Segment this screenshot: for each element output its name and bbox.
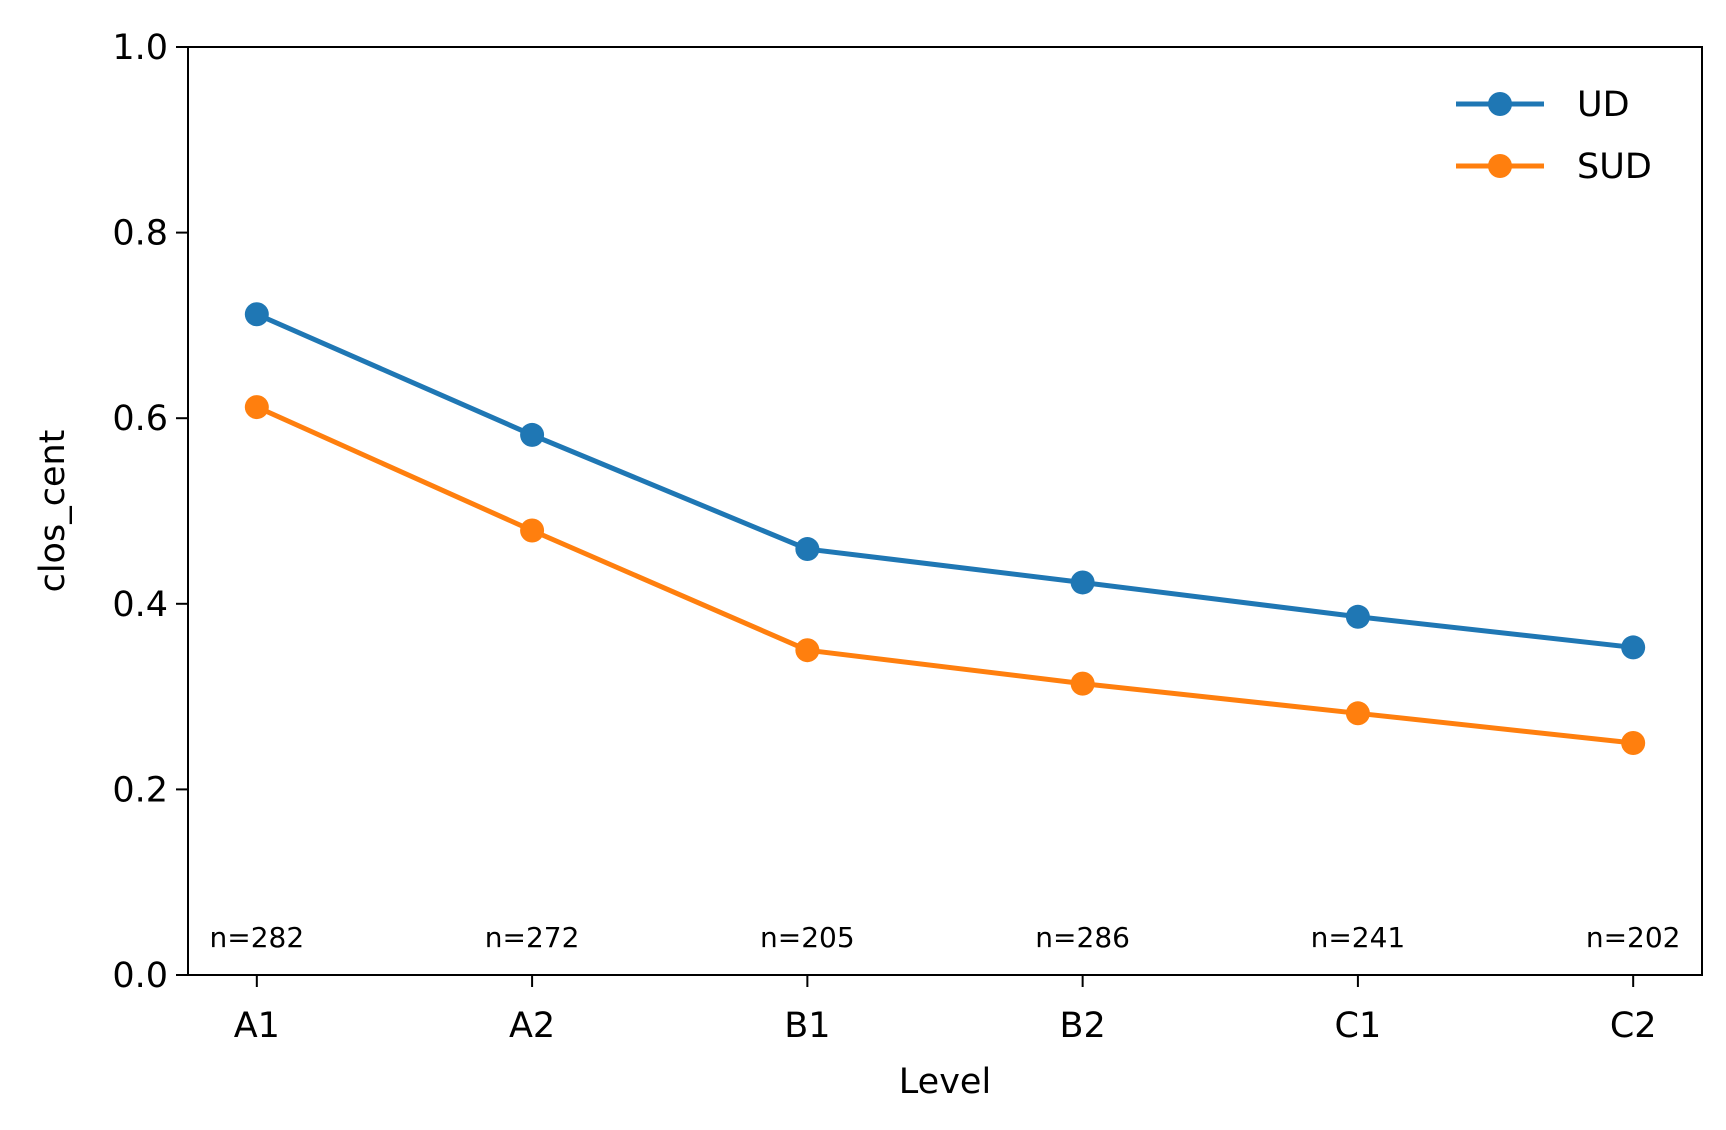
- data-point-ud: [244, 302, 269, 327]
- data-point-sud: [520, 518, 545, 543]
- data-point-ud: [795, 537, 820, 562]
- sample-size-label: n=202: [1586, 921, 1681, 954]
- series-line-ud: [253, 310, 1636, 651]
- legend-marker-sud: [1488, 154, 1512, 178]
- x-tick-label: B2: [1059, 1006, 1105, 1046]
- y-tick-label: 0.6: [112, 399, 168, 439]
- data-point-sud: [1621, 731, 1646, 755]
- sample-size-label: n=282: [209, 921, 304, 954]
- y-tick-label: 0.8: [112, 214, 168, 254]
- axes-frame: [187, 46, 1703, 976]
- plot-area: 0.0 0.2 0.4 0.6 0.8 1.0 A1 A2 B1 B2 C1 C2 n=282 n=272…: [112, 28, 1703, 1046]
- x-tick-label: A2: [509, 1006, 555, 1046]
- x-tick-label: A1: [234, 1006, 280, 1046]
- data-point-sud: [1070, 671, 1095, 696]
- data-point-ud: [1070, 570, 1095, 595]
- legend-label-sud: SUD: [1577, 147, 1652, 187]
- y-axis-label: clos_cent: [33, 430, 73, 593]
- legend-marker-ud: [1488, 92, 1512, 116]
- data-point-ud: [1345, 604, 1370, 629]
- sample-size-label: n=286: [1035, 921, 1130, 954]
- x-tick-label: C1: [1335, 1006, 1382, 1046]
- legend-label-ud: UD: [1577, 85, 1630, 125]
- data-point-sud: [244, 395, 269, 420]
- y-tick-label: 1.0: [112, 28, 168, 68]
- x-tick-label: B1: [784, 1006, 830, 1046]
- y-tick-label: 0.0: [112, 956, 168, 996]
- data-point-ud: [1621, 635, 1646, 660]
- series-line-sud: [253, 403, 1636, 746]
- sample-size-label: n=205: [760, 921, 855, 954]
- data-point-sud: [1345, 701, 1370, 726]
- data-point-ud: [520, 422, 545, 447]
- data-point-sud: [795, 638, 820, 663]
- sample-size-label: n=241: [1311, 921, 1406, 954]
- sample-size-label: n=272: [485, 921, 580, 954]
- x-axis-label: Level: [899, 1062, 991, 1102]
- y-tick-label: 0.2: [112, 770, 168, 810]
- x-tick-label: C2: [1610, 1006, 1657, 1046]
- y-tick-label: 0.4: [112, 585, 168, 625]
